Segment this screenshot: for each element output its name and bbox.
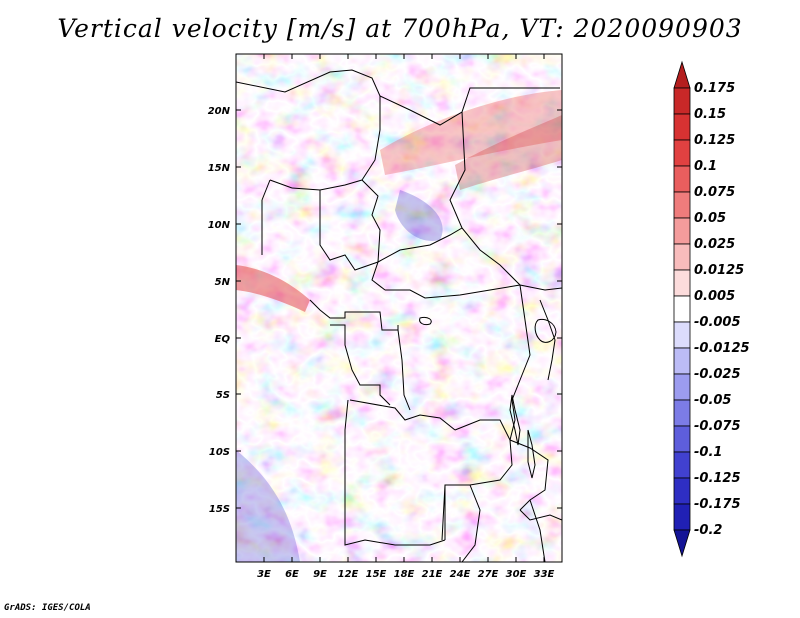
- colorbar-label: 0.175: [694, 81, 735, 96]
- border-line: [261, 179, 271, 201]
- colorbar-label: 0.075: [694, 185, 735, 200]
- colorbar-label: 0.15: [694, 107, 726, 122]
- lat-tick-label: 5N: [215, 277, 231, 288]
- lake: [527, 429, 536, 479]
- lon-tick-label: 9E: [313, 569, 327, 580]
- map-border: [235, 53, 563, 563]
- lat-tick-label: 10N: [208, 220, 231, 231]
- colorbar-label: -0.005: [694, 315, 741, 330]
- colorbar-label: -0.075: [694, 419, 741, 434]
- colorbar-bin: [673, 399, 691, 427]
- colorbar-label: 0.125: [694, 133, 735, 148]
- colorbar-bin: [673, 503, 691, 531]
- border-line: [385, 284, 521, 299]
- lat-tick-label: 10S: [209, 447, 230, 458]
- colorbar-label: 0.1: [694, 159, 717, 174]
- border-line: [269, 179, 293, 189]
- lat-tick-label: 20N: [208, 106, 231, 117]
- colorbar-bin: [673, 529, 691, 558]
- colorbar-label: -0.05: [694, 393, 731, 408]
- colorbar-bin: [673, 217, 691, 245]
- colorbar-label: 0.05: [694, 211, 726, 226]
- colorbar-bin: [673, 321, 691, 349]
- colorbar-bin: [673, 451, 691, 479]
- colorbar-label: -0.2: [694, 523, 722, 538]
- border-line: [236, 69, 386, 291]
- lon-tick-label: 21E: [422, 569, 443, 580]
- colorbar-bin: [673, 373, 691, 401]
- lake: [534, 319, 557, 343]
- country-borders: [236, 69, 562, 562]
- border-line: [309, 299, 399, 331]
- border-line: [509, 439, 549, 511]
- border-line: [379, 87, 560, 126]
- lon-tick-label: 15E: [366, 569, 387, 580]
- lat-tick-label: 5S: [216, 390, 230, 401]
- border-line: [291, 179, 363, 191]
- colorbar-bin: [673, 425, 691, 453]
- colorbar-bin: [673, 295, 691, 323]
- border-line: [344, 399, 446, 546]
- lat-axis: [236, 109, 562, 509]
- chart-title: Vertical velocity [m/s] at 700hPa, VT: 2…: [57, 14, 743, 43]
- colorbar-bin: [673, 191, 691, 219]
- colorbar-label: -0.125: [694, 471, 741, 486]
- lon-axis: [263, 54, 545, 562]
- lake: [419, 317, 432, 326]
- colorbar-label: -0.175: [694, 497, 741, 512]
- lon-tick-label: 12E: [338, 569, 359, 580]
- lon-tick-label: 6E: [285, 569, 299, 580]
- lon-tick-label: 24E: [450, 569, 471, 580]
- colorbar-label: 0.005: [694, 289, 735, 304]
- border-line: [319, 190, 379, 271]
- colorbar-bin: [673, 139, 691, 167]
- border-line: [441, 419, 513, 541]
- lat-tick-label: 15S: [209, 504, 230, 515]
- colorbar-label: -0.1: [694, 445, 722, 460]
- velocity-field: [236, 54, 562, 562]
- colorbar-bin: [673, 243, 691, 271]
- border-line: [397, 329, 411, 411]
- colorbar: [673, 60, 691, 558]
- colorbar-label: 0.025: [694, 237, 735, 252]
- border-line: [349, 399, 456, 431]
- border-line: [377, 227, 463, 263]
- colorbar-label: -0.025: [694, 367, 741, 382]
- colorbar-bin: [673, 477, 691, 505]
- colorbar-bin: [673, 347, 691, 375]
- lon-tick-label: 27E: [478, 569, 499, 580]
- lakes: [419, 317, 557, 479]
- border-line: [519, 509, 562, 521]
- border-line: [529, 499, 546, 562]
- colorbar-bin: [673, 113, 691, 141]
- colorbar-labels: 0.175 0.15 0.125 0.1 0.075 0.05 0.025 0.0125 0.0…: [694, 81, 750, 538]
- lake: [509, 394, 521, 446]
- colorbar-label: 0.0125: [694, 263, 744, 278]
- border-line: [461, 484, 481, 562]
- colorbar-bin: [673, 87, 691, 115]
- lat-tick-label: EQ: [215, 334, 231, 345]
- lon-tick-label: 33E: [534, 569, 555, 580]
- credit-text: GrADS: IGES/COLA: [4, 603, 91, 613]
- border-line: [330, 324, 391, 406]
- colorbar-bin: [673, 269, 691, 297]
- border-line: [449, 111, 562, 291]
- lon-tick-label: 3E: [257, 569, 271, 580]
- border-line: [539, 299, 556, 381]
- colorbar-bin: [673, 60, 691, 89]
- lon-tick-label: 18E: [394, 569, 415, 580]
- colorbar-label: -0.0125: [694, 341, 750, 356]
- lon-tick-label: 30E: [506, 569, 527, 580]
- colorbar-bin: [673, 165, 691, 193]
- border-line: [509, 284, 531, 441]
- lat-tick-label: 15N: [208, 163, 231, 174]
